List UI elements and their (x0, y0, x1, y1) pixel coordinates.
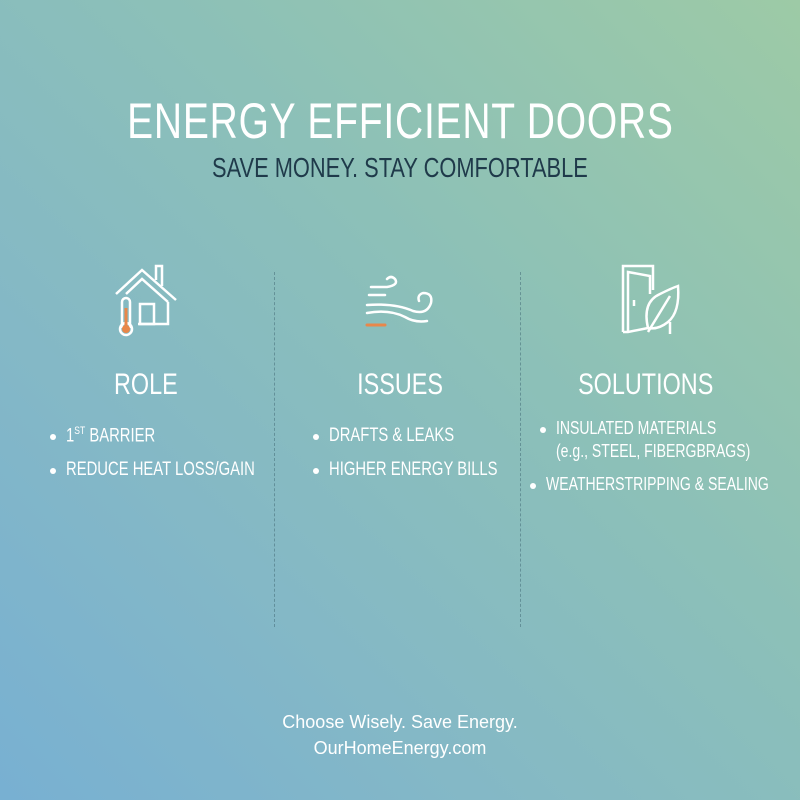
list-item: 1ST BARRIER (50, 425, 308, 447)
list-item: INSULATED MATERIALS (540, 418, 800, 439)
heading-issues: ISSUES (357, 368, 443, 401)
divider (274, 272, 275, 627)
heading-role: ROLE (114, 368, 178, 401)
heading-solutions: SOLUTIONS (578, 368, 714, 401)
page-subtitle: SAVE MONEY. STAY COMFORTABLE (212, 152, 588, 183)
solutions-list: INSULATED MATERIALS (e.g., STEEL, FIBERG… (530, 418, 800, 507)
list-item-continued: (e.g., STEEL, FIBERGBRAGS) (556, 441, 751, 461)
page-title: ENERGY EFFICIENT DOORS (126, 93, 674, 149)
footer-website: OurHomeEnergy.com (313, 738, 487, 758)
list-item: DRAFTS & LEAKS (313, 425, 545, 447)
role-list: 1ST BARRIER REDUCE HEAT LOSS/GAIN (50, 425, 308, 493)
issues-list: DRAFTS & LEAKS HIGHER ENERGY BILLS (313, 425, 545, 493)
list-item: HIGHER ENERGY BILLS (313, 459, 545, 481)
list-item: WEATHERSTRIPPING & SEALING (530, 474, 800, 495)
divider (520, 272, 521, 627)
house-thermometer-icon (115, 264, 177, 337)
list-item: REDUCE HEAT LOSS/GAIN (50, 459, 308, 481)
door-leaf-icon (621, 264, 680, 334)
footer-tagline: Choose Wisely. Save Energy. (282, 712, 518, 732)
wind-icon (365, 275, 433, 327)
